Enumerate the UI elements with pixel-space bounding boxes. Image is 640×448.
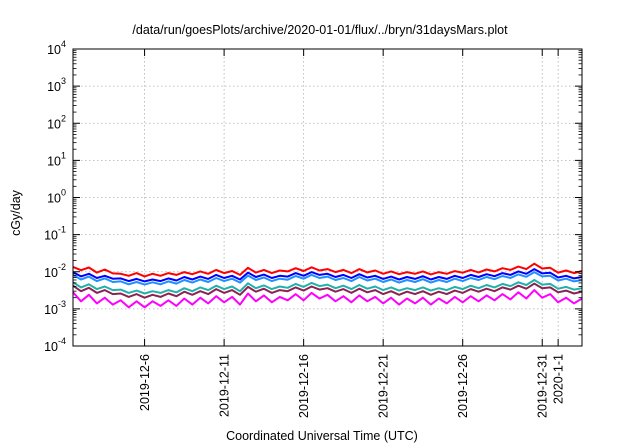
y-tick-label-exponent: -4 <box>58 336 66 346</box>
x-tick-label: 2020-1-1 <box>552 354 566 404</box>
series-layer <box>72 262 583 309</box>
y-tick-label-exponent: 2 <box>61 113 66 123</box>
ticks <box>73 48 582 347</box>
y-tick-label-base: 10 <box>44 229 58 243</box>
series-line <box>72 279 583 295</box>
y-tick-label: 101 <box>47 150 66 168</box>
y-tick-label-exponent: 4 <box>61 39 66 49</box>
y-tick-label: 103 <box>47 76 66 94</box>
y-tick-label-exponent: -2 <box>58 262 66 272</box>
x-tick-labels: 2019-12-6 2019-12-11 2019-12-16 2019-12-21 2… <box>138 354 566 418</box>
y-tick-label-base: 10 <box>47 43 61 57</box>
y-tick-label-base: 10 <box>44 266 58 280</box>
y-tick-label-base: 10 <box>44 340 58 354</box>
grid <box>73 49 582 346</box>
series-line <box>72 271 583 286</box>
y-tick-label-base: 10 <box>47 117 61 131</box>
y-tick-label-exponent: 0 <box>61 188 66 198</box>
series-line <box>72 268 583 283</box>
y-tick-label: 10-2 <box>44 262 66 280</box>
y-tick-label-exponent: -3 <box>58 299 66 309</box>
x-tick-label: 2019-12-31 <box>536 354 550 418</box>
y-tick-label-base: 10 <box>47 154 61 168</box>
x-tick-label: 2019-12-16 <box>297 354 311 418</box>
y-tick-label-base: 10 <box>47 192 61 206</box>
y-tick-label-exponent: -1 <box>58 225 66 235</box>
y-tick-label-exponent: 1 <box>61 150 66 160</box>
y-tick-label-base: 10 <box>44 303 58 317</box>
series-line <box>72 262 583 278</box>
x-tick-label: 2019-12-21 <box>377 354 391 418</box>
x-tick-label: 2019-12-26 <box>456 354 470 418</box>
y-tick-label: 102 <box>47 113 66 131</box>
y-tick-label: 10-1 <box>44 225 66 243</box>
y-tick-label: 104 <box>47 39 66 57</box>
y-axis-label: cGy/day <box>9 189 23 236</box>
chart-title: /data/run/goesPlots/archive/2020-01-01/f… <box>132 23 508 37</box>
y-tick-label-exponent: 3 <box>61 76 66 86</box>
series-line <box>72 282 583 299</box>
y-tick-label: 100 <box>47 188 66 206</box>
x-tick-label: 2019-12-11 <box>218 354 232 417</box>
x-axis-label: Coordinated Universal Time (UTC) <box>226 429 418 443</box>
x-tick-label: 2019-12-6 <box>138 354 152 411</box>
y-tick-label: 10-3 <box>44 299 66 317</box>
series-line <box>72 289 583 309</box>
y-tick-label: 10-4 <box>44 336 66 354</box>
y-tick-label-base: 10 <box>47 80 61 94</box>
